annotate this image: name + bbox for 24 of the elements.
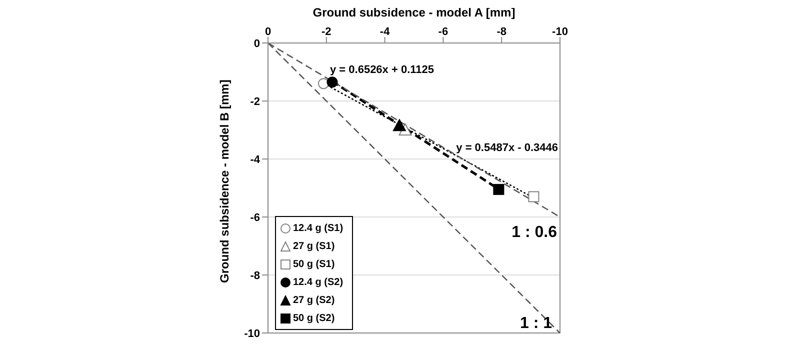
y-tick-label: -8 [250, 270, 260, 282]
x-tick-label: -6 [438, 26, 448, 38]
y-tick-label: 0 [254, 38, 260, 50]
annotation: y = 0.5487x - 0.3446 [456, 142, 558, 154]
x-tick-label: -4 [380, 26, 391, 38]
x-tick-label: -10 [552, 26, 568, 38]
y-tick-label: -4 [250, 154, 261, 166]
annotation: y = 0.6526x + 0.1125 [330, 64, 434, 76]
legend-label: 12.4 g (S1) [293, 222, 344, 234]
annotation: 1 : 1 [520, 315, 552, 332]
legend-label: 50 g (S1) [293, 258, 335, 270]
legend-label: 12.4 g (S2) [293, 276, 344, 288]
annotation: 1 : 0.6 [512, 224, 558, 242]
y-tick-label: -6 [250, 212, 260, 224]
x-tick-label: 0 [264, 26, 272, 38]
x-axis-title: Ground subsidence - model A [mm] [312, 6, 516, 20]
y-axis-title: Ground subsidence - model B [mm] [217, 80, 232, 283]
x-tick-label: -2 [322, 26, 332, 38]
legend-label: 27 g (S2) [293, 294, 335, 306]
y-tick-label: -2 [250, 96, 260, 108]
legend-label: 27 g (S1) [293, 240, 335, 252]
x-tick-label: -8 [496, 26, 506, 38]
legend-label: 50 g (S2) [293, 312, 335, 324]
y-tick-label: -10 [244, 328, 260, 340]
